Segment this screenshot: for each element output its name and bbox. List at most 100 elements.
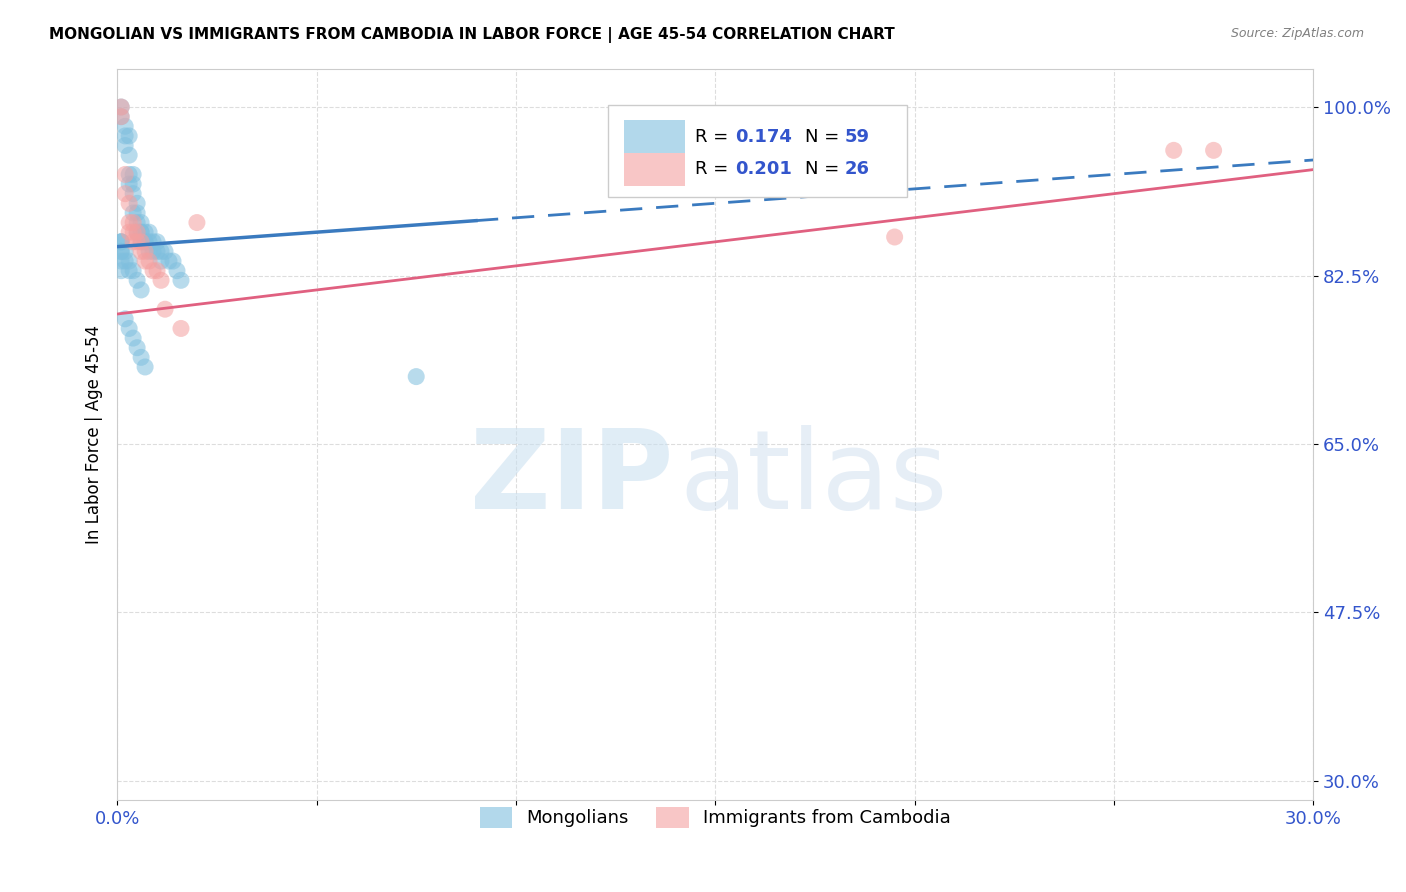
Point	[114, 311, 136, 326]
Point	[127, 341, 149, 355]
Point	[118, 225, 141, 239]
Point	[134, 244, 156, 259]
Point	[118, 254, 141, 268]
Text: MONGOLIAN VS IMMIGRANTS FROM CAMBODIA IN LABOR FORCE | AGE 45-54 CORRELATION CHA: MONGOLIAN VS IMMIGRANTS FROM CAMBODIA IN…	[49, 27, 896, 43]
Point	[129, 244, 152, 259]
Point	[129, 225, 152, 239]
Point	[150, 273, 173, 287]
Point	[153, 244, 176, 259]
Point	[162, 254, 184, 268]
Point	[138, 235, 160, 249]
Point	[122, 225, 145, 239]
Text: 0.201: 0.201	[735, 161, 793, 178]
Point	[122, 177, 145, 191]
Point	[110, 100, 132, 114]
FancyBboxPatch shape	[624, 120, 685, 153]
Point	[110, 100, 132, 114]
Point	[118, 321, 141, 335]
Point	[157, 254, 180, 268]
Point	[150, 254, 173, 268]
Text: 26: 26	[845, 161, 869, 178]
Point	[114, 186, 136, 201]
Point	[127, 206, 149, 220]
Point	[134, 225, 156, 239]
Point	[129, 283, 152, 297]
Point	[110, 110, 132, 124]
Point	[127, 216, 149, 230]
Text: R =: R =	[695, 161, 734, 178]
Point	[134, 235, 156, 249]
Point	[142, 244, 165, 259]
Point	[883, 230, 905, 244]
Point	[110, 244, 132, 259]
Point	[122, 168, 145, 182]
Point	[110, 235, 132, 249]
Point	[114, 120, 136, 134]
Point	[129, 235, 152, 249]
Point	[118, 216, 141, 230]
Point	[110, 254, 132, 268]
Point	[122, 216, 145, 230]
Point	[138, 254, 160, 268]
Point	[118, 177, 141, 191]
Text: ZIP: ZIP	[470, 425, 673, 532]
Legend: Mongolians, Immigrants from Cambodia: Mongolians, Immigrants from Cambodia	[472, 800, 957, 835]
Point	[142, 235, 165, 249]
Point	[114, 138, 136, 153]
Point	[114, 128, 136, 143]
Point	[142, 263, 165, 277]
Point	[114, 244, 136, 259]
FancyBboxPatch shape	[624, 153, 685, 186]
Point	[114, 254, 136, 268]
Text: 59: 59	[845, 128, 869, 145]
Point	[122, 206, 145, 220]
Point	[153, 302, 176, 317]
Text: atlas: atlas	[679, 425, 948, 532]
Point	[186, 216, 208, 230]
Point	[166, 263, 188, 277]
Point	[146, 235, 169, 249]
Point	[110, 263, 132, 277]
Text: N =: N =	[806, 161, 845, 178]
Point	[150, 244, 173, 259]
Text: Source: ZipAtlas.com: Source: ZipAtlas.com	[1230, 27, 1364, 40]
Point	[110, 244, 132, 259]
Point	[127, 225, 149, 239]
Point	[122, 186, 145, 201]
Point	[127, 273, 149, 287]
Point	[170, 273, 193, 287]
Point	[110, 110, 132, 124]
Y-axis label: In Labor Force | Age 45-54: In Labor Force | Age 45-54	[86, 325, 103, 544]
Point	[122, 263, 145, 277]
Point	[118, 168, 141, 182]
Point	[110, 235, 132, 249]
Point	[118, 148, 141, 162]
Point	[127, 196, 149, 211]
Point	[405, 369, 427, 384]
Text: N =: N =	[806, 128, 845, 145]
Point	[118, 196, 141, 211]
Point	[138, 225, 160, 239]
Point	[134, 359, 156, 374]
Point	[129, 235, 152, 249]
Point	[1202, 144, 1225, 158]
Point	[129, 225, 152, 239]
Point	[122, 331, 145, 345]
Point	[129, 351, 152, 365]
Point	[146, 244, 169, 259]
Text: 0.174: 0.174	[735, 128, 793, 145]
Point	[129, 216, 152, 230]
Point	[127, 225, 149, 239]
FancyBboxPatch shape	[607, 105, 907, 196]
Point	[134, 254, 156, 268]
Point	[110, 235, 132, 249]
Point	[134, 235, 156, 249]
Point	[122, 235, 145, 249]
Point	[118, 128, 141, 143]
Point	[1163, 144, 1185, 158]
Point	[146, 263, 169, 277]
Point	[127, 235, 149, 249]
Point	[170, 321, 193, 335]
Text: R =: R =	[695, 128, 734, 145]
Point	[114, 168, 136, 182]
